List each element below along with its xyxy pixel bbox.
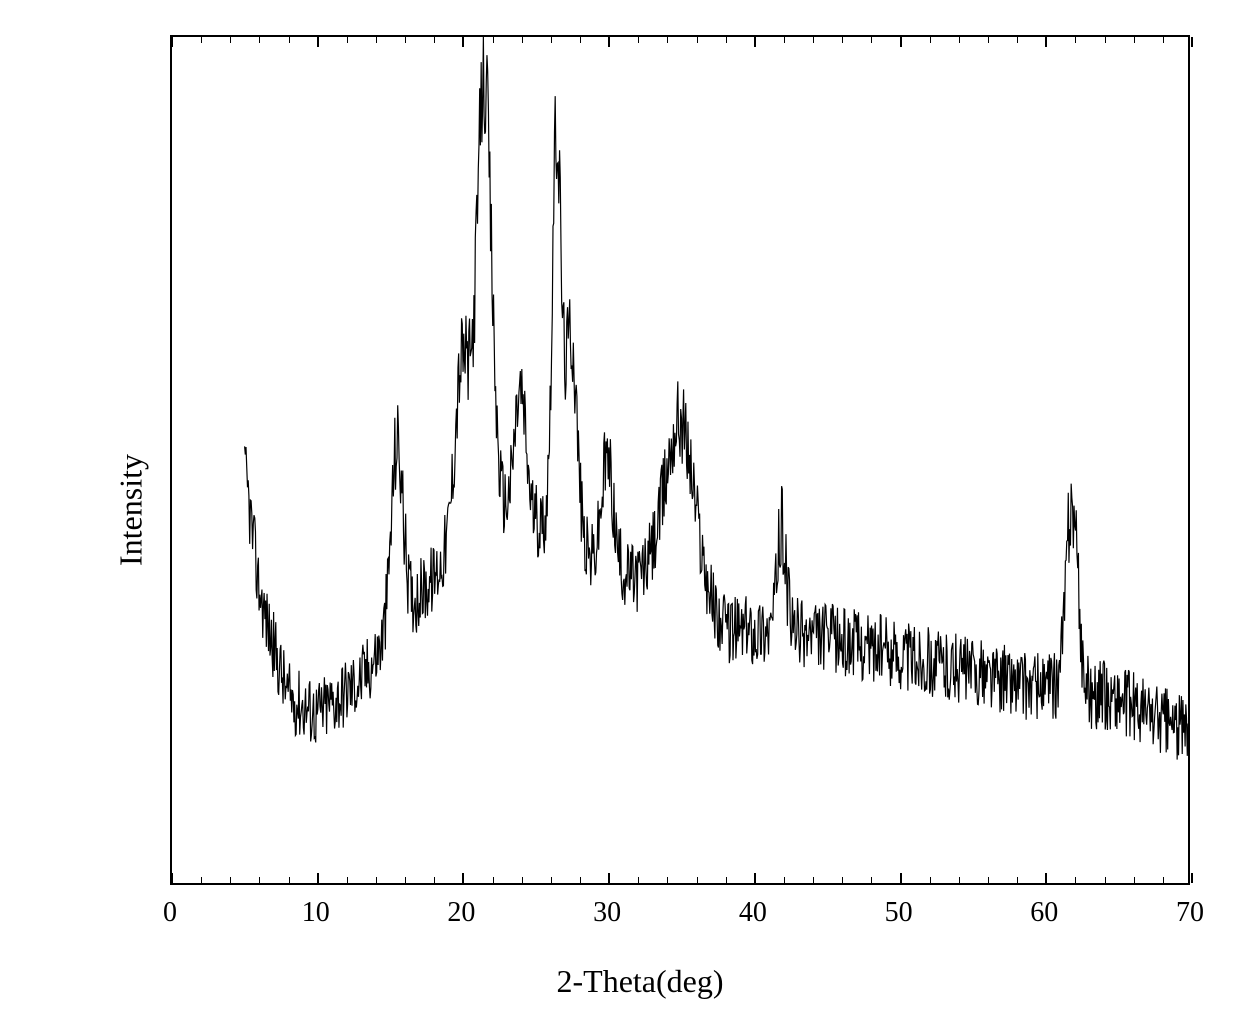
- x-tick-mark: [462, 873, 464, 883]
- x-minor-tick-top: [230, 37, 231, 43]
- x-tick-label: 10: [302, 897, 330, 929]
- x-minor-tick-top: [813, 37, 814, 43]
- x-tick-mark-top: [462, 37, 464, 47]
- x-minor-tick-top: [1134, 37, 1135, 43]
- x-minor-tick-top: [784, 37, 785, 43]
- x-minor-tick-top: [522, 37, 523, 43]
- x-minor-tick: [959, 877, 960, 883]
- x-minor-tick: [289, 877, 290, 883]
- x-minor-tick-top: [1105, 37, 1106, 43]
- x-minor-tick-top: [638, 37, 639, 43]
- x-tick-mark: [900, 873, 902, 883]
- x-tick-label: 0: [163, 897, 177, 929]
- x-minor-tick: [405, 877, 406, 883]
- x-tick-mark: [608, 873, 610, 883]
- x-minor-tick-top: [1075, 37, 1076, 43]
- x-minor-tick-top: [289, 37, 290, 43]
- x-minor-tick-top: [871, 37, 872, 43]
- xrd-spectrum-line: [172, 37, 1188, 883]
- x-minor-tick: [259, 877, 260, 883]
- x-minor-tick: [522, 877, 523, 883]
- x-tick-mark-top: [317, 37, 319, 47]
- x-minor-tick: [813, 877, 814, 883]
- x-tick-label: 50: [885, 897, 913, 929]
- x-minor-tick-top: [930, 37, 931, 43]
- x-minor-tick-top: [347, 37, 348, 43]
- x-minor-tick-top: [1163, 37, 1164, 43]
- x-minor-tick-top: [726, 37, 727, 43]
- x-minor-tick: [201, 877, 202, 883]
- x-minor-tick: [1017, 877, 1018, 883]
- x-minor-tick-top: [988, 37, 989, 43]
- x-tick-mark: [1191, 873, 1193, 883]
- x-minor-tick: [551, 877, 552, 883]
- x-tick-mark: [754, 873, 756, 883]
- x-minor-tick: [726, 877, 727, 883]
- x-tick-label: 60: [1030, 897, 1058, 929]
- x-tick-label: 40: [739, 897, 767, 929]
- x-minor-tick: [784, 877, 785, 883]
- x-minor-tick-top: [842, 37, 843, 43]
- x-minor-tick: [842, 877, 843, 883]
- x-minor-tick: [434, 877, 435, 883]
- x-tick-label: 70: [1176, 897, 1204, 929]
- x-tick-mark-top: [608, 37, 610, 47]
- x-minor-tick: [376, 877, 377, 883]
- x-minor-tick-top: [667, 37, 668, 43]
- x-minor-tick: [988, 877, 989, 883]
- x-minor-tick-top: [697, 37, 698, 43]
- x-minor-tick: [930, 877, 931, 883]
- x-tick-mark-top: [754, 37, 756, 47]
- x-tick-mark-top: [1045, 37, 1047, 47]
- y-axis-label: Intensity: [112, 454, 149, 566]
- x-tick-mark: [1045, 873, 1047, 883]
- x-minor-tick-top: [376, 37, 377, 43]
- x-tick-mark: [317, 873, 319, 883]
- x-minor-tick: [638, 877, 639, 883]
- x-minor-tick: [230, 877, 231, 883]
- x-minor-tick: [1105, 877, 1106, 883]
- x-tick-mark: [171, 873, 173, 883]
- x-minor-tick: [1134, 877, 1135, 883]
- x-minor-tick-top: [551, 37, 552, 43]
- x-minor-tick: [1163, 877, 1164, 883]
- x-tick-mark-top: [1191, 37, 1193, 47]
- x-minor-tick: [1075, 877, 1076, 883]
- x-minor-tick-top: [259, 37, 260, 43]
- chart-container: Intensity 2-Theta(deg) 0 10 20 30 40 50 60 70: [50, 20, 1230, 1000]
- x-axis-label: 2-Theta(deg): [556, 963, 723, 1000]
- x-tick-label: 30: [593, 897, 621, 929]
- x-minor-tick-top: [580, 37, 581, 43]
- x-minor-tick-top: [493, 37, 494, 43]
- x-minor-tick-top: [1017, 37, 1018, 43]
- x-minor-tick: [697, 877, 698, 883]
- x-minor-tick: [347, 877, 348, 883]
- x-minor-tick-top: [434, 37, 435, 43]
- plot-area: [170, 35, 1190, 885]
- x-minor-tick: [580, 877, 581, 883]
- x-tick-mark-top: [900, 37, 902, 47]
- x-minor-tick: [493, 877, 494, 883]
- x-minor-tick-top: [405, 37, 406, 43]
- x-minor-tick: [667, 877, 668, 883]
- x-minor-tick-top: [201, 37, 202, 43]
- x-minor-tick: [871, 877, 872, 883]
- x-tick-label: 20: [447, 897, 475, 929]
- x-minor-tick-top: [959, 37, 960, 43]
- x-tick-mark-top: [171, 37, 173, 47]
